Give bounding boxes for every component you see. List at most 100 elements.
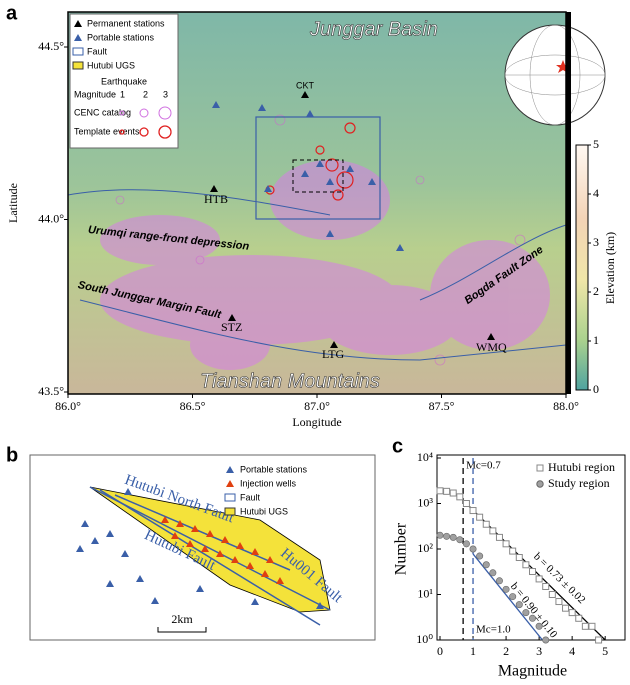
station-label: STZ	[221, 320, 242, 334]
data-point	[528, 614, 536, 622]
x-tick-label: 86.0°	[55, 399, 81, 413]
legend-marker	[74, 34, 82, 41]
legend-marker	[224, 507, 236, 516]
data-point	[529, 568, 536, 576]
legend-marker	[72, 47, 84, 56]
region-label: Junggar Basin	[309, 18, 438, 40]
legend-text: Template events	[74, 126, 140, 136]
colorbar-title: Elevation (km)	[603, 232, 617, 304]
data-point	[449, 533, 457, 541]
data-point	[515, 554, 523, 562]
data-point	[568, 609, 576, 617]
data-point	[522, 609, 530, 617]
y-tick-label: 10²	[417, 541, 433, 555]
x-tick-label: 0	[437, 644, 443, 658]
data-point	[542, 636, 550, 644]
data-point	[588, 622, 596, 630]
station-label: HTB	[204, 192, 228, 206]
data-point	[535, 575, 543, 583]
legend-text: Hutubi region	[548, 460, 615, 474]
injection-wells	[161, 516, 284, 584]
colorbar-tick-label: 1	[593, 333, 599, 347]
data-point	[436, 531, 444, 539]
station-label: WMQ	[476, 340, 507, 354]
y-axis-title: Number	[393, 522, 410, 575]
data-point	[575, 614, 583, 622]
x-tick-label: 2	[503, 644, 509, 658]
data-point	[562, 604, 570, 612]
globe-grid	[504, 24, 606, 126]
fault-lines	[89, 486, 331, 626]
data-point	[581, 622, 589, 630]
legend-circles	[119, 106, 172, 120]
x-tick-label: 4	[569, 644, 575, 658]
data-point	[542, 582, 550, 590]
legend-text: Study region	[548, 476, 610, 490]
data-point	[462, 540, 470, 548]
legend-text: 1	[120, 89, 125, 99]
x-tick-label: 1	[470, 644, 476, 658]
legend-marker	[74, 20, 82, 27]
data-point	[489, 569, 497, 577]
colorbar-tick-label: 5	[593, 137, 599, 151]
data-point	[502, 585, 510, 593]
legend-text: Hutubi UGS	[87, 60, 135, 70]
panel-label: c	[392, 435, 403, 457]
data-point	[495, 577, 503, 585]
y-tick-label: 43.5°	[38, 384, 64, 398]
permanent-stations	[210, 91, 495, 348]
data-point	[482, 520, 490, 528]
data-point	[548, 591, 556, 598]
data-point	[476, 552, 484, 560]
legend-text: Hutubi UGS	[240, 506, 288, 516]
y-tick-label: 44.0°	[38, 211, 64, 225]
legend-marker	[536, 480, 544, 488]
y-tick-label: 10³	[417, 495, 433, 509]
station-label: CKT	[296, 80, 315, 90]
legend-text: 3	[163, 89, 168, 99]
legend-circles	[119, 125, 172, 139]
study-box	[255, 116, 381, 220]
colorbar-tick-label: 0	[593, 382, 599, 396]
scale-bar	[157, 627, 207, 633]
axis-title: Longitude	[292, 415, 341, 429]
panel-label: b	[6, 444, 18, 466]
data-point	[495, 533, 503, 541]
legend-marker	[224, 493, 236, 502]
earthquake-cloud	[100, 160, 550, 370]
data-point	[443, 532, 451, 540]
data-point	[555, 598, 563, 606]
mc-label: Mc=0.7	[466, 460, 501, 472]
data-point	[489, 527, 497, 535]
legend-text: Portable stations	[87, 32, 155, 42]
x-tick-label: 88.0°	[553, 399, 579, 413]
data-point	[515, 601, 523, 609]
data-point	[456, 536, 464, 544]
plot-frame	[436, 454, 626, 641]
data-point	[509, 593, 517, 601]
legend-text: Permanent stations	[87, 18, 165, 28]
data-point	[462, 500, 470, 507]
mc-label: Mc=1.0	[476, 624, 511, 636]
legend-marker	[72, 61, 84, 70]
station-label: LTG	[322, 347, 345, 361]
legend-text: Portable stations	[240, 464, 308, 474]
region-label: Tianshan Mountains	[200, 370, 380, 392]
data-point	[469, 545, 477, 553]
faults	[67, 189, 567, 361]
scale-label: 2km	[171, 612, 193, 626]
x-tick-label: 87.5°	[429, 399, 455, 413]
data-point	[509, 547, 517, 555]
legend-text: Fault	[240, 492, 261, 502]
data-point	[522, 561, 530, 569]
data-point	[476, 513, 484, 521]
data-point	[595, 636, 603, 644]
x-axis-title: Magnitude	[498, 663, 567, 680]
legend-marker	[536, 464, 544, 472]
map-border	[566, 12, 571, 394]
x-tick-label: 5	[602, 644, 608, 658]
legend-text: CENC catalog	[74, 107, 131, 117]
earthquake-circles	[115, 114, 526, 366]
data-point	[436, 487, 444, 495]
x-tick-label: 3	[536, 644, 542, 658]
